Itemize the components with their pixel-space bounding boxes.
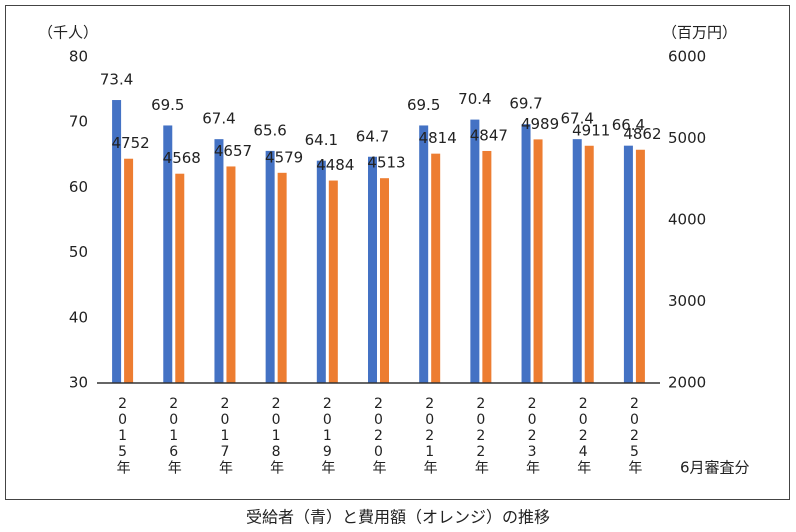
bar: [584, 145, 594, 383]
x-tick-label: 2019年: [319, 396, 335, 474]
y2-tick-label: 2000: [668, 374, 706, 392]
bar: [380, 178, 389, 383]
bar: [533, 139, 543, 383]
data-label: 4484: [316, 156, 354, 174]
data-label: 67.4: [202, 110, 235, 128]
x-tick-label: 2018年: [268, 396, 284, 474]
x-tick-label: 2016年: [166, 396, 182, 474]
note: 6月審査分: [680, 459, 750, 477]
data-label: 65.6: [253, 121, 286, 139]
data-label: 69.5: [151, 96, 184, 114]
data-label: 4568: [163, 149, 201, 167]
bar: [124, 158, 134, 383]
y-tick-label: 40: [69, 308, 88, 326]
data-label: 4847: [470, 126, 508, 144]
y2-tick-label: 6000: [668, 48, 706, 66]
data-label: 4657: [214, 142, 252, 160]
data-label: 66.4: [612, 116, 645, 134]
data-label: 70.4: [458, 90, 491, 108]
bar: [572, 139, 582, 383]
y-tick-label: 30: [69, 374, 88, 392]
bar: [470, 119, 480, 383]
bar: [163, 125, 173, 384]
y-tick-label: 50: [69, 243, 88, 261]
data-label: 4513: [367, 154, 405, 172]
x-tick-label: 2021年: [422, 396, 438, 474]
bar: [112, 100, 122, 384]
bar: [265, 150, 275, 383]
x-tick-label: 2020年: [371, 396, 387, 474]
y2-axis-unit: （百万円）: [662, 24, 737, 42]
bar: [214, 139, 224, 383]
y-tick-label: 60: [69, 178, 88, 196]
bar: [623, 145, 633, 383]
data-label: 4862: [623, 125, 661, 143]
y-tick-label: 70: [69, 113, 88, 131]
bar: [419, 125, 429, 384]
y-tick-label: 80: [69, 48, 88, 66]
data-label: 4579: [265, 148, 303, 166]
bar: [175, 173, 185, 383]
bar: [368, 156, 377, 383]
data-label: 67.4: [561, 110, 594, 128]
y2-tick-label: 5000: [668, 129, 706, 147]
x-tick-label: 2024年: [575, 396, 591, 474]
data-label: 4989: [521, 115, 559, 133]
bar: [316, 160, 326, 383]
bar: [226, 166, 236, 383]
data-label: 4911: [572, 121, 610, 139]
data-label: 4752: [111, 134, 149, 152]
data-label: 64.1: [305, 131, 338, 149]
data-label: 64.7: [356, 127, 389, 145]
data-label: 69.7: [509, 95, 542, 113]
chart-title: 受給者（青）と費用額（オレンジ）の推移: [246, 508, 550, 527]
bar: [431, 153, 441, 383]
x-tick-label: 2023年: [524, 396, 540, 474]
data-label: 4814: [419, 129, 457, 147]
x-tick-label: 2025年: [626, 396, 642, 474]
bar: [482, 150, 492, 383]
bar: [521, 124, 531, 383]
x-tick-label: 2017年: [217, 396, 233, 474]
y-axis-unit: （千人）: [38, 24, 98, 42]
data-label: 69.5: [407, 96, 440, 114]
x-tick-label: 2015年: [115, 396, 131, 474]
x-tick-label: 2022年: [473, 396, 489, 474]
bar: [328, 180, 338, 383]
data-label: 73.4: [100, 71, 133, 89]
chart-frame: [5, 5, 790, 500]
bar: [277, 172, 287, 383]
bar: [635, 149, 645, 383]
y2-tick-label: 3000: [668, 292, 706, 310]
y2-tick-label: 4000: [668, 211, 706, 229]
